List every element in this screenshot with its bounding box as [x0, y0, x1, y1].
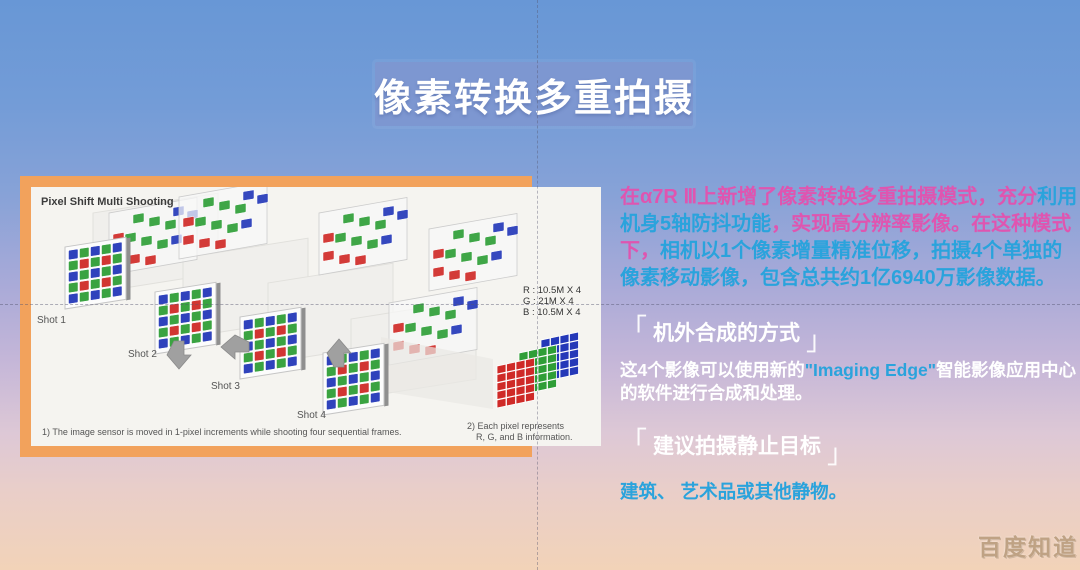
baidu-zhidao-watermark: 百度知道	[978, 534, 1078, 560]
corner-bracket-open: 「	[620, 314, 647, 344]
text-segment: 这4个影像可以使用新的	[620, 360, 805, 380]
heading-2-text: 建议拍摄静止目标	[653, 434, 821, 458]
shot-3-label: Shot 3	[211, 381, 240, 392]
corner-bracket-close: 」	[827, 439, 854, 469]
diagram-footnote-2-line2: R, G, and B information.	[476, 432, 573, 442]
diagram-panel: Pixel Shift Multi Shooting Shot 1 Shot 2…	[31, 187, 601, 446]
diagram-artwork	[64, 187, 579, 416]
shot-1-label: Shot 1	[37, 315, 66, 326]
text-segment: 相机以1个像素增量精准位移，拍摄4个单独的像素移动影像，包含总共约1亿6940万…	[620, 240, 1063, 289]
shot-2-label: Shot 2	[128, 349, 157, 360]
diagram-footnote-1: 1) The image sensor is moved in 1-pixel …	[42, 427, 402, 437]
paragraph-imaging-edge: 这4个影像可以使用新的"Imaging Edge"智能影像应用中心的软件进行合成…	[620, 359, 1078, 405]
channel-label-r: R : 10.5M X 4	[523, 285, 581, 296]
heading-1-text: 机外合成的方式	[653, 321, 800, 345]
text-segment: 利用机身5轴防抖功能	[620, 186, 1078, 235]
diagram-title: Pixel Shift Multi Shooting	[41, 196, 174, 208]
paragraph-intro: 在α7R Ⅲ上新增了像素转换多重拍摄模式，充分利用机身5轴防抖功能，实现高分辨率…	[620, 184, 1078, 292]
text-segment: 在α7R Ⅲ上新增了像素转换多重拍摄模式，充分	[620, 186, 1038, 208]
text-segment: ，实现高分辨率影像。在这种模式下，	[620, 213, 1072, 262]
channel-label-b: B : 10.5M X 4	[523, 307, 581, 318]
heading-still-subjects: 「 建议拍摄静止目标 」	[620, 425, 1078, 469]
heading-offcamera-composition: 「 机外合成的方式 」	[620, 312, 1078, 356]
pixel-shift-diagram: Pixel Shift Multi Shooting Shot 1 Shot 2…	[37, 187, 581, 442]
title-banner: 像素转换多重拍摄	[374, 62, 695, 126]
shot-4-label: Shot 4	[297, 410, 326, 421]
diagram-footnote-2-line1: 2) Each pixel represents	[467, 421, 565, 431]
paragraph-subjects: 建筑、 艺术品或其他静物。	[620, 481, 848, 502]
text-segment: 智能影像应用中心的软件进行合成和处理。	[620, 360, 1077, 403]
channel-label-g: G : 21M X 4	[523, 296, 574, 307]
text-segment: "Imaging Edge"	[804, 360, 937, 380]
corner-bracket-close: 」	[806, 326, 833, 356]
corner-bracket-open: 「	[620, 427, 647, 457]
content-column: 在α7R Ⅲ上新增了像素转换多重拍摄模式，充分利用机身5轴防抖功能，实现高分辨率…	[620, 184, 1078, 504]
slide-title: 像素转换多重拍摄	[374, 77, 695, 120]
